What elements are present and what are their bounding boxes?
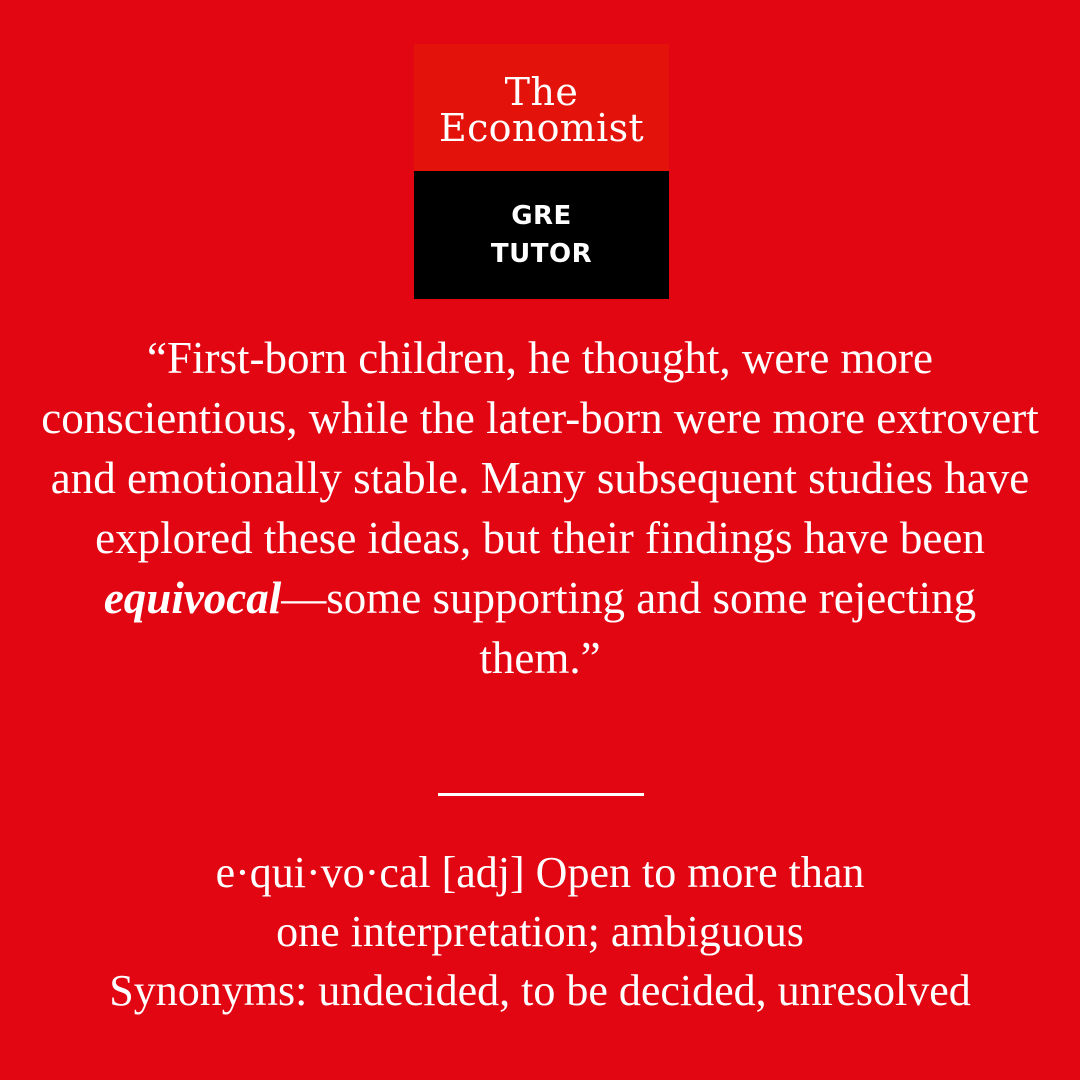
divider-line xyxy=(438,793,644,796)
logo-masthead: The Economist xyxy=(414,44,669,171)
logo-subtitle-box: GRE TUTOR xyxy=(414,171,669,299)
definition-block: e·qui·vo·cal [adj] Open to more than one… xyxy=(20,843,1060,1020)
logo-text-tutor: TUTOR xyxy=(490,239,593,269)
logo-text-the: The xyxy=(504,69,579,114)
definition-line-1: e·qui·vo·cal [adj] Open to more than xyxy=(215,848,865,897)
quote-after: —some supporting and some rejecting them… xyxy=(281,573,977,683)
economist-gre-tutor-logo: The Economist GRE TUTOR xyxy=(414,44,669,299)
quote-before: “First-born children, he thought, were m… xyxy=(41,333,1039,563)
logo-text-gre: GRE xyxy=(511,201,572,231)
logo-text-economist: Economist xyxy=(439,105,644,150)
quote-highlighted-term: equivocal xyxy=(103,573,282,623)
quote-text: “First-born children, he thought, were m… xyxy=(40,328,1040,688)
definition-line-2: one interpretation; ambiguous xyxy=(276,907,804,956)
synonyms-line: Synonyms: undecided, to be decided, unre… xyxy=(109,966,971,1015)
